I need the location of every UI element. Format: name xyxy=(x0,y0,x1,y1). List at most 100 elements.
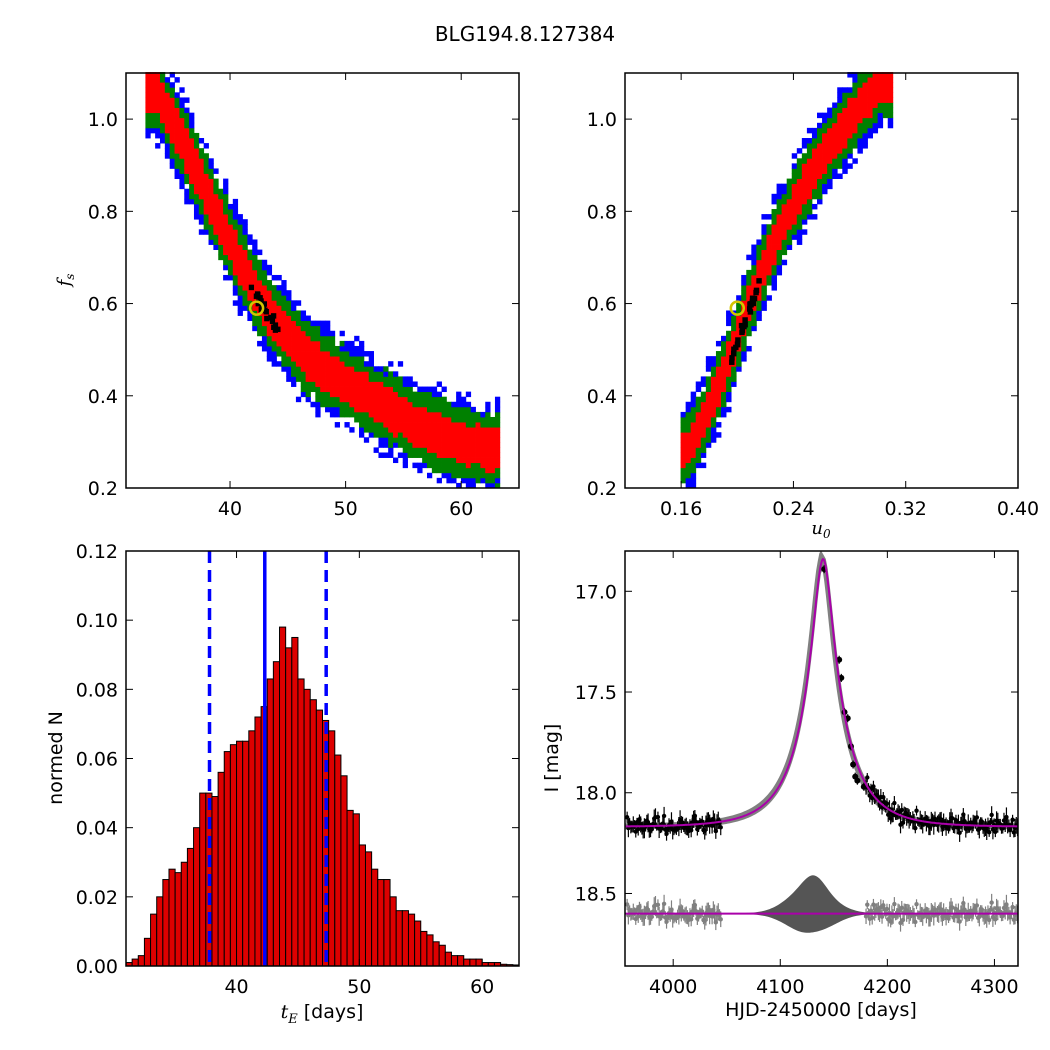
density-cell xyxy=(315,335,321,342)
density-cell xyxy=(344,381,350,387)
density-cell xyxy=(882,112,889,119)
density-cell xyxy=(852,143,858,149)
density-cell xyxy=(276,285,282,291)
density-cell xyxy=(247,249,253,256)
density-cell xyxy=(252,320,258,327)
data-point xyxy=(871,784,876,789)
density-cell xyxy=(242,269,248,276)
density-cell xyxy=(320,381,326,387)
density-cell xyxy=(465,411,472,418)
density-cell xyxy=(441,401,447,408)
density-cell xyxy=(837,107,843,114)
density-cell xyxy=(690,462,697,469)
histogram-bar xyxy=(193,827,201,967)
density-cell xyxy=(806,168,813,174)
density-cell xyxy=(832,117,838,124)
density-cell xyxy=(383,401,389,408)
density-cell xyxy=(198,153,205,159)
density-cell xyxy=(796,229,803,235)
density-cell xyxy=(164,138,171,144)
density-cell xyxy=(257,325,263,332)
density-cell xyxy=(451,401,457,408)
density-cell xyxy=(281,280,287,286)
density-cell xyxy=(431,437,438,443)
density-cell xyxy=(431,386,438,393)
density-cell xyxy=(494,447,501,453)
density-cell xyxy=(771,209,777,215)
density-cell xyxy=(397,361,404,367)
density-cell xyxy=(193,183,200,190)
density-cell xyxy=(700,452,707,458)
density-cell xyxy=(208,178,214,185)
density-cell xyxy=(368,432,374,438)
density-cell xyxy=(460,457,467,464)
density-cell xyxy=(344,366,350,372)
density-cell xyxy=(174,97,180,103)
density-cell xyxy=(490,442,496,448)
density-cell xyxy=(164,77,171,83)
density-cell xyxy=(857,107,863,114)
density-cell xyxy=(281,305,287,311)
density-cell xyxy=(198,188,205,195)
density-cell xyxy=(731,340,737,347)
density-cell xyxy=(383,416,389,423)
density-cell xyxy=(320,335,326,342)
density-cell xyxy=(456,457,462,464)
density-cell xyxy=(150,92,156,98)
y-tick-label: 0.2 xyxy=(88,478,118,500)
density-cell xyxy=(169,148,175,154)
density-cell xyxy=(842,168,848,174)
density-cell xyxy=(383,442,389,448)
y-tick-label: 0.00 xyxy=(76,956,118,978)
density-cell xyxy=(339,356,345,362)
density-cell xyxy=(786,188,793,195)
density-cell xyxy=(315,356,321,362)
density-cell xyxy=(208,198,214,205)
density-cell xyxy=(184,158,190,164)
histogram-bar xyxy=(236,740,244,967)
density-cell xyxy=(378,422,384,428)
density-cell xyxy=(877,72,884,78)
density-cell xyxy=(822,153,828,159)
density-cell xyxy=(827,168,833,174)
density-cell xyxy=(305,335,311,342)
density-cell xyxy=(456,427,462,433)
density-cell xyxy=(266,351,273,357)
density-cell xyxy=(715,406,722,413)
density-cell xyxy=(388,411,394,418)
density-cell xyxy=(460,462,467,469)
density-cell xyxy=(242,274,248,281)
density-cell xyxy=(426,437,433,443)
density-cell xyxy=(811,138,818,144)
histogram-bar xyxy=(229,744,238,967)
density-cell xyxy=(315,345,321,352)
density-cell xyxy=(801,173,808,179)
density-cell xyxy=(470,427,476,433)
density-cell xyxy=(261,274,268,281)
density-cell xyxy=(721,396,727,403)
density-cell xyxy=(227,269,234,276)
density-cell xyxy=(465,462,472,469)
density-cell xyxy=(252,259,258,266)
density-cell xyxy=(315,361,321,367)
histogram-bar xyxy=(272,661,281,967)
density-cell xyxy=(705,391,712,398)
density-cell xyxy=(373,432,379,438)
density-cell xyxy=(266,300,273,306)
density-cell xyxy=(164,127,171,134)
density-cell xyxy=(817,158,823,164)
density-cell xyxy=(700,422,707,428)
density-cell xyxy=(480,457,486,464)
density-cell xyxy=(417,416,423,423)
density-cell xyxy=(388,452,394,458)
density-cell xyxy=(300,325,307,332)
density-cell xyxy=(721,340,727,347)
density-cell xyxy=(817,188,823,195)
density-cell xyxy=(145,102,151,108)
density-cell xyxy=(475,442,481,448)
density-cell xyxy=(705,442,712,448)
density-cell xyxy=(325,320,331,327)
density-cell xyxy=(456,401,462,408)
data-point xyxy=(989,812,994,818)
density-cell xyxy=(310,366,316,372)
